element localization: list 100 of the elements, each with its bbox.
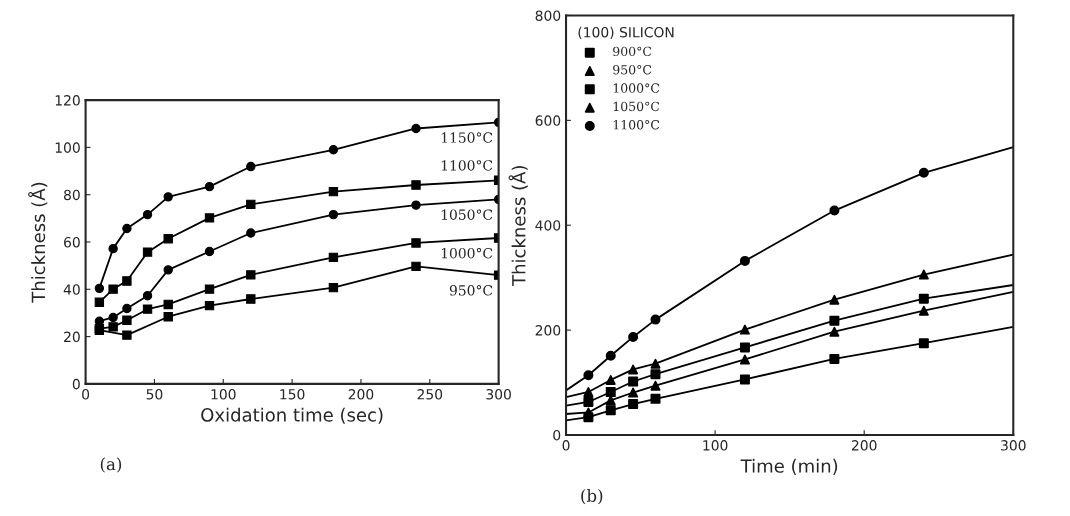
point <box>829 205 840 216</box>
point <box>829 353 840 364</box>
point <box>411 123 421 134</box>
point <box>108 312 118 323</box>
point <box>328 209 339 220</box>
legend-label: 1050°C <box>613 101 660 112</box>
point <box>142 209 153 220</box>
y-tick-label: 0 <box>72 378 80 390</box>
point <box>94 283 105 294</box>
point <box>328 282 339 293</box>
point <box>583 370 594 381</box>
point <box>204 284 215 294</box>
x-tick-label: 300 <box>1001 440 1026 451</box>
point <box>246 270 256 280</box>
point <box>583 386 594 397</box>
legend-label: 950°C <box>613 64 652 75</box>
point <box>628 376 639 387</box>
series-label: 1150°C <box>441 132 493 143</box>
y-tick-label: 60 <box>64 236 80 248</box>
point <box>246 294 256 304</box>
y-tick-label: 800 <box>535 10 561 21</box>
x-tick-label: 100 <box>211 389 236 400</box>
point <box>605 386 616 397</box>
point <box>829 294 840 305</box>
point <box>94 297 105 307</box>
series-label: 1100°C <box>441 160 493 171</box>
legend-label: 1000°C <box>613 83 660 93</box>
point <box>246 228 256 238</box>
point <box>142 304 153 314</box>
x-tick-label: 100 <box>703 440 728 451</box>
x-tick-label: 0 <box>82 389 90 400</box>
y-tick-label: 400 <box>535 220 561 231</box>
y-tick-label: 40 <box>63 284 80 295</box>
line-series <box>566 253 1014 399</box>
y-tick-label: 600 <box>535 115 561 126</box>
point <box>108 284 118 294</box>
point <box>628 399 639 410</box>
x-tick-label: 200 <box>348 389 374 400</box>
point <box>122 276 132 286</box>
point <box>739 374 750 385</box>
series-label: 950°C <box>449 285 493 296</box>
series-label: 1000°C <box>441 247 493 259</box>
y-tick-label: 120 <box>55 95 80 106</box>
point <box>122 223 132 234</box>
point <box>204 300 215 311</box>
point <box>829 326 840 337</box>
x-tick-label: 200 <box>851 440 877 451</box>
point <box>650 358 661 369</box>
point <box>650 314 661 325</box>
y-tick-label: 200 <box>535 325 561 336</box>
y-tick-label: 80 <box>64 189 80 201</box>
line-series <box>566 146 1014 392</box>
point <box>122 315 132 325</box>
point <box>328 186 339 197</box>
point <box>328 252 339 263</box>
point <box>628 387 639 398</box>
x-tick-label: 300 <box>486 389 511 400</box>
point <box>246 161 256 172</box>
point <box>583 396 594 407</box>
y-axis-title: Thickness (Å) <box>508 166 528 286</box>
x-axis-title: Time (min) <box>740 458 838 475</box>
point <box>122 303 132 314</box>
y-tick-label: 0 <box>553 429 561 441</box>
point <box>328 145 339 155</box>
point <box>411 200 421 210</box>
y-tick-label: 100 <box>55 142 80 153</box>
point <box>605 350 616 361</box>
series-label: 1050°C <box>441 209 493 220</box>
point <box>918 338 929 349</box>
point <box>650 380 661 391</box>
point <box>122 330 132 340</box>
point <box>628 331 639 342</box>
point <box>739 324 750 335</box>
text: (b) <box>581 488 603 505</box>
point <box>583 407 594 418</box>
y-tick-label: 20 <box>64 331 80 343</box>
point <box>246 199 256 210</box>
x-tick-label: 250 <box>417 389 443 400</box>
point <box>628 364 639 375</box>
point <box>739 354 750 365</box>
point <box>605 405 616 416</box>
line-series <box>566 326 1014 423</box>
text: (a) <box>100 457 122 473</box>
point <box>918 305 929 316</box>
point <box>204 181 215 192</box>
point <box>163 234 173 244</box>
point <box>650 369 661 380</box>
point <box>918 269 929 280</box>
point <box>142 291 153 301</box>
point <box>163 312 173 322</box>
point <box>650 393 661 404</box>
point <box>739 255 750 266</box>
point <box>163 265 173 275</box>
point <box>918 167 929 178</box>
point <box>204 213 215 223</box>
point <box>163 299 173 310</box>
point <box>204 246 215 257</box>
point <box>411 238 421 248</box>
x-axis-title: Oxidation time (sec) <box>201 407 383 424</box>
point <box>411 180 421 190</box>
